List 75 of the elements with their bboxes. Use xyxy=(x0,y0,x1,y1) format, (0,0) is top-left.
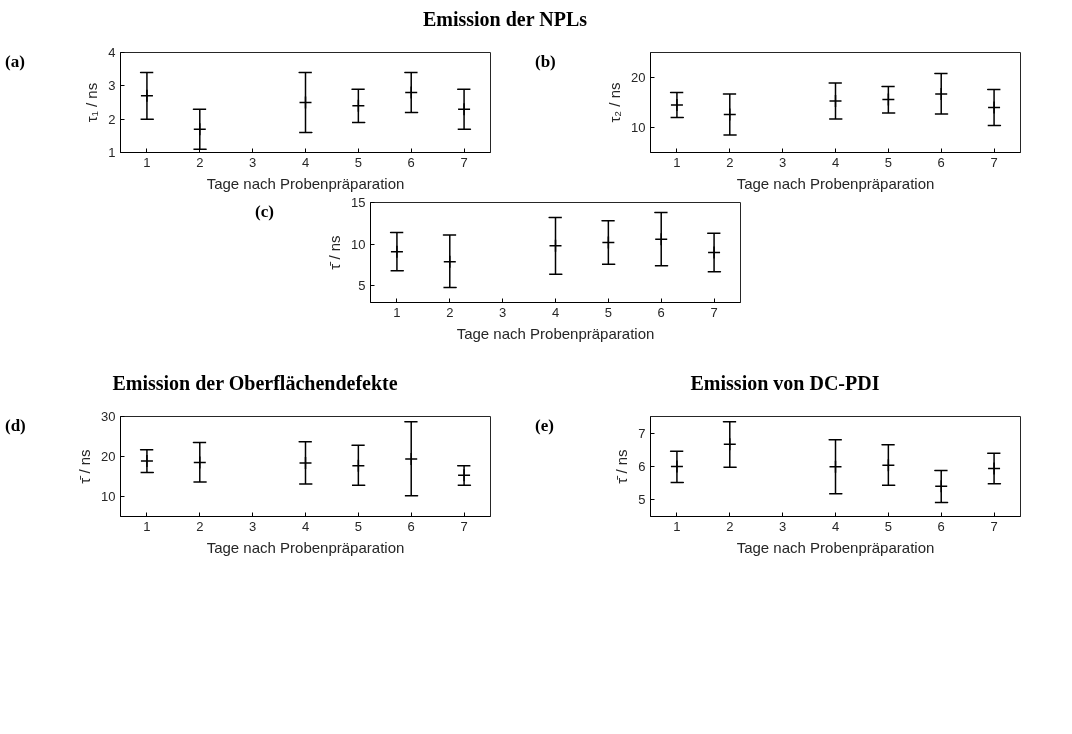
x-tick-label: 7 xyxy=(460,518,468,534)
x-tick-label: 5 xyxy=(884,154,892,170)
point xyxy=(298,95,313,110)
y-tick-label: 10 xyxy=(351,236,366,252)
x-tick-label: 1 xyxy=(673,154,681,170)
y-tick-label: 2 xyxy=(108,111,116,127)
y-axis-title: τ₁ / ns xyxy=(83,82,101,123)
point xyxy=(654,232,668,246)
x-tick-label: 3 xyxy=(249,518,257,534)
x-tick-label: 4 xyxy=(301,518,310,534)
point xyxy=(828,460,843,474)
x-tick-label: 5 xyxy=(884,518,892,534)
y-axis-title: τ₂ / ns xyxy=(606,82,624,123)
y-tick-label: 20 xyxy=(631,70,646,85)
x-axis-title: Tage nach Probenpräparation xyxy=(206,174,405,192)
x-tick-label: 7 xyxy=(990,518,998,534)
x-tick-label: 7 xyxy=(990,154,998,170)
x-tick-label: 2 xyxy=(196,518,204,534)
x-axis-title: Tage nach Probenpräparation xyxy=(736,174,935,192)
chart-title: Emission der Oberflächendefekte xyxy=(112,371,398,396)
point xyxy=(601,235,616,250)
y-tick-label: 30 xyxy=(101,409,116,424)
text: (a) xyxy=(5,51,25,73)
x-tick-label: 2 xyxy=(446,304,454,320)
x-axis-title: Tage nach Probenpräparation xyxy=(736,538,935,556)
x-tick-label: 1 xyxy=(393,304,401,320)
x-tick-label: 6 xyxy=(937,154,945,170)
chart-title: Emission von DC-PDI xyxy=(690,371,880,396)
x-tick-label: 3 xyxy=(779,154,787,170)
x-tick-label: 6 xyxy=(937,518,945,534)
y-tick-label: 5 xyxy=(358,278,366,294)
x-tick-label: 3 xyxy=(779,518,787,534)
x-tick-label: 1 xyxy=(143,154,151,170)
x-tick-label: 2 xyxy=(726,518,734,534)
x-tick-label: 7 xyxy=(710,304,718,320)
y-axis-title: τ̄ / ns xyxy=(76,449,94,484)
y-tick-label: 15 xyxy=(351,195,366,210)
y-tick-label: 5 xyxy=(638,492,646,508)
x-tick-label: 2 xyxy=(726,154,734,170)
x-tick-label: 4 xyxy=(831,518,840,534)
point xyxy=(723,437,737,451)
y-tick-label: 6 xyxy=(638,459,646,474)
x-axis-title: Tage nach Probenpräparation xyxy=(206,538,405,556)
text: (d) xyxy=(5,415,26,437)
point xyxy=(548,239,563,253)
text: (b) xyxy=(535,51,556,73)
x-tick-label: 2 xyxy=(196,154,204,170)
x-tick-label: 3 xyxy=(499,304,507,320)
x-tick-label: 4 xyxy=(831,154,840,170)
x-tick-label: 4 xyxy=(301,154,310,170)
y-tick-label: 3 xyxy=(108,78,116,94)
point xyxy=(298,456,313,470)
y-axis-title: τ̄ / ns xyxy=(326,235,344,270)
x-tick-label: 1 xyxy=(143,518,151,534)
x-tick-label: 6 xyxy=(407,518,415,534)
text: (e) xyxy=(535,415,554,437)
point xyxy=(140,89,154,103)
y-axis-title: τ̄ / ns xyxy=(613,449,631,484)
x-tick-label: 1 xyxy=(673,518,681,534)
point xyxy=(404,452,418,466)
y-tick-label: 7 xyxy=(638,425,646,441)
x-tick-label: 6 xyxy=(407,154,415,170)
x-tick-label: 6 xyxy=(657,304,665,320)
text: (c) xyxy=(255,201,274,223)
point xyxy=(443,254,457,269)
y-tick-label: 4 xyxy=(108,45,116,60)
x-tick-label: 3 xyxy=(249,154,257,170)
x-tick-label: 5 xyxy=(604,304,612,320)
y-tick-label: 10 xyxy=(101,489,116,504)
y-tick-label: 20 xyxy=(101,449,116,464)
x-axis-title: Tage nach Probenpräparation xyxy=(456,324,655,342)
y-tick-label: 10 xyxy=(631,120,646,135)
x-tick-label: 7 xyxy=(460,154,468,170)
x-tick-label: 4 xyxy=(551,304,560,320)
chart-title: Emission der NPLs xyxy=(422,7,588,32)
